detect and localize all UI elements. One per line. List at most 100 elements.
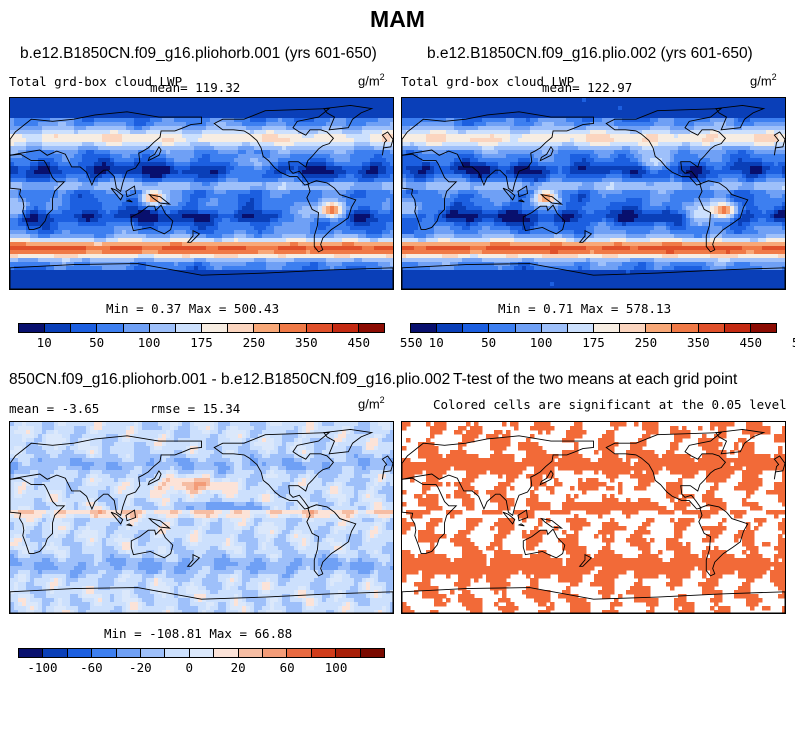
colorbar-tick-label: -100 — [27, 660, 58, 675]
colorbar-cell — [672, 324, 699, 332]
colorbar-tick-label: 50 — [481, 335, 497, 350]
panel3-units: g/m2 — [358, 395, 385, 412]
panel1-title: b.e12.B1850CN.f09_g16.pliohorb.001 (yrs … — [20, 45, 377, 62]
colorbar-cell — [254, 324, 281, 332]
coastline — [715, 104, 766, 131]
panel3-map — [9, 421, 394, 614]
colorbar-cell — [71, 324, 98, 332]
colorbar-tick-label: 250 — [634, 335, 658, 350]
panel1-units: g/m2 — [358, 72, 385, 89]
panel4-title: T-test of the two means at each grid poi… — [453, 371, 738, 388]
panel1-mean-label: mean= 119.32 — [150, 80, 241, 95]
colorbar-cell — [43, 649, 68, 657]
colorbar-tick-label: 550 — [399, 335, 423, 350]
map-canvas — [402, 98, 785, 289]
colorbar-tick-label: 50 — [89, 335, 105, 350]
coastline — [517, 185, 529, 198]
coastline — [306, 504, 357, 577]
coastline — [213, 432, 335, 510]
coastline — [125, 185, 137, 198]
colorbar-cell — [141, 649, 166, 657]
colorbar-tick-label: 10 — [36, 335, 52, 350]
colorbar-cell — [214, 649, 239, 657]
coastline — [213, 108, 335, 186]
coastline — [517, 509, 529, 522]
colorbar-cell — [263, 649, 288, 657]
colorbar-cell — [750, 324, 776, 332]
coastline — [323, 104, 374, 131]
colorbar-tick-label: -60 — [80, 660, 103, 675]
colorbar-cell — [228, 324, 255, 332]
colorbar-cell — [165, 649, 190, 657]
colorbar-tick-label: 100 — [324, 660, 348, 675]
coastline — [125, 199, 133, 203]
panel1-stats: Min = 0.37 Max = 500.43 — [106, 301, 280, 316]
colorbar-cell — [593, 324, 621, 332]
colorbar-cell — [724, 324, 751, 332]
colorbar-tick-label: 450 — [739, 335, 763, 350]
coastline — [539, 517, 564, 529]
coastline — [10, 477, 66, 555]
coastline — [125, 509, 137, 522]
colorbar-cell — [437, 324, 464, 332]
panel1-variable-label: Total grd-box cloud LWP — [9, 74, 183, 89]
coastline — [10, 263, 393, 289]
panel3-stats: Min = -108.81 Max = 66.88 — [104, 626, 293, 641]
coastline — [517, 199, 525, 203]
colorbar-cell — [149, 324, 176, 332]
coastline — [147, 469, 162, 486]
colorbar-tick-label: 250 — [242, 335, 266, 350]
coastline — [698, 504, 749, 577]
colorbar-tick-label: 0 — [185, 660, 194, 675]
coastline — [539, 469, 554, 486]
coastline — [402, 263, 785, 289]
colorbar-tick-label: 175 — [582, 335, 605, 350]
colorbar-cell — [646, 324, 673, 332]
coastline — [402, 587, 785, 613]
colorbar-cell — [567, 324, 594, 332]
field-cells — [10, 422, 393, 613]
coastline — [130, 204, 174, 235]
colorbar-tick-label: 350 — [687, 335, 710, 350]
colorbar-cell — [19, 649, 44, 657]
colorbar-cell — [116, 649, 142, 657]
coastline — [715, 428, 766, 455]
field-cells — [10, 98, 393, 289]
panel2-map — [401, 97, 786, 290]
colorbar-cell — [332, 324, 359, 332]
coastline — [323, 428, 374, 455]
colorbar-cell — [189, 649, 215, 657]
colorbar-tick-label: -20 — [129, 660, 152, 675]
coastline — [10, 587, 393, 613]
coastline — [402, 435, 594, 517]
panel3-colorbar — [18, 648, 385, 658]
colorbar-cell — [336, 649, 361, 657]
coastline — [381, 455, 393, 480]
colorbar-cell — [201, 324, 229, 332]
coastline — [522, 528, 566, 559]
coastline — [402, 111, 594, 193]
panel3-title: 850CN.f09_g16.pliohorb.001 - b.e12.B1850… — [9, 371, 451, 388]
coastlines — [10, 104, 393, 289]
coastline — [578, 553, 593, 567]
coastline — [130, 528, 174, 559]
colorbar-cell — [45, 324, 72, 332]
panel1-map — [9, 97, 394, 290]
coastline — [502, 187, 516, 201]
map-canvas — [10, 422, 393, 613]
panel3-rmse-label: rmse = 15.34 — [150, 401, 241, 416]
panel4-map — [401, 421, 786, 614]
panel2-mean-label: mean= 122.97 — [542, 80, 633, 95]
colorbar-cell — [306, 324, 333, 332]
colorbar-cell — [360, 649, 385, 657]
colorbar-cell — [411, 324, 438, 332]
coastline — [10, 435, 202, 517]
coastline — [698, 180, 749, 253]
colorbar-cell — [92, 649, 117, 657]
field-cells — [402, 422, 785, 613]
panel2-title: b.e12.B1850CN.f09_g16.plio.002 (yrs 601-… — [427, 45, 753, 62]
colorbar-tick-label: 450 — [347, 335, 371, 350]
colorbar-tick-label: 350 — [295, 335, 318, 350]
coastline — [502, 511, 516, 525]
map-canvas — [402, 422, 785, 613]
